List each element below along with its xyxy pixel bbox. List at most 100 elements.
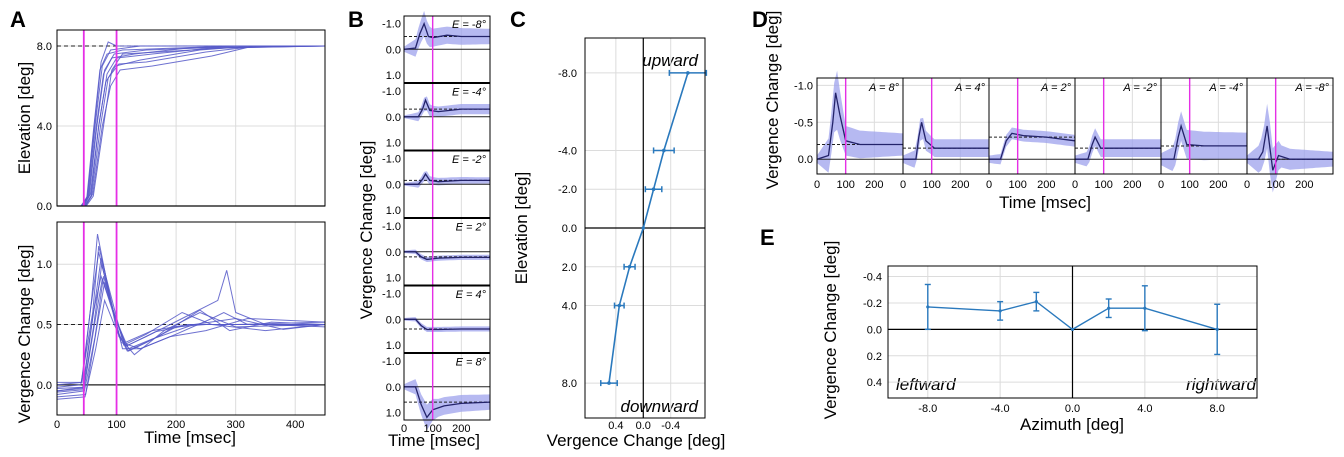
b-sub1-mean-trace xyxy=(404,98,490,118)
d-sub4-label: A = -4° xyxy=(1208,82,1243,94)
b-sub5-sd-band xyxy=(404,379,490,431)
a-xtick-1: 100 xyxy=(107,419,125,431)
c-ylabel: Elevation [deg] xyxy=(512,172,531,284)
c-xlabel: Vergence Change [deg] xyxy=(547,431,726,450)
b-sub4-ytick-2: 1.0 xyxy=(386,340,401,352)
b-sub3-label: E = 2° xyxy=(456,222,487,234)
abottom-ytick-1: 0.5 xyxy=(37,320,52,332)
d-sub2-xtick-0: 0 xyxy=(986,179,992,191)
e-point-2 xyxy=(1034,300,1038,304)
d-sub3-sd-band xyxy=(1075,128,1161,167)
a-top-ylabel: Elevation [deg] xyxy=(15,62,34,174)
b-sub0-sd-band xyxy=(404,10,490,57)
atop-trace-5 xyxy=(57,45,325,207)
b-sub0-mean-trace xyxy=(403,21,490,50)
atop-trace-9 xyxy=(57,45,326,207)
e-ytick-4: 0.4 xyxy=(867,377,882,389)
b-ylabel: Vergence Change [deg] xyxy=(357,141,376,320)
abottom-trace-9 xyxy=(56,278,325,393)
e-point-0 xyxy=(926,305,930,309)
b-sub2-ytick-0: -1.0 xyxy=(382,154,401,166)
d-ytick-0: -1.0 xyxy=(794,80,813,92)
b-sub0-ytick-1: 0.0 xyxy=(386,44,401,56)
d-sub5-label: A = -8° xyxy=(1294,82,1329,94)
abottom-trace-5 xyxy=(57,252,326,383)
d-sub2-xtick-1: 100 xyxy=(1008,179,1026,191)
b-sub2-ytick-2: 1.0 xyxy=(386,205,401,217)
b-xtick-2: 200 xyxy=(452,423,470,435)
abottom-ytick-2: 1.0 xyxy=(37,259,52,271)
b-sub1-ytick-1: 0.0 xyxy=(386,112,401,124)
e-xtick-0: -8.0 xyxy=(918,403,937,415)
c-ytick-2: -2.0 xyxy=(558,184,577,196)
e-annotation-rightward: rightward xyxy=(1186,375,1256,394)
e-xtick-1: -4.0 xyxy=(991,403,1010,415)
b-sub3-frame xyxy=(403,218,491,286)
e-frame xyxy=(887,265,1258,399)
b-sub5-mean-trace xyxy=(404,386,491,419)
b-xlabel: Time [msec] xyxy=(388,431,480,450)
b-sub1-frame xyxy=(403,83,491,151)
c-ytick-5: 4.0 xyxy=(562,301,577,313)
c-xtick-1: 0.0 xyxy=(636,420,651,432)
panel-label-a: A xyxy=(10,7,26,32)
b-sub2-ytick-1: 0.0 xyxy=(386,179,401,191)
d-sub5-sd-band xyxy=(1247,103,1333,193)
b-sub5-ytick-0: -1.0 xyxy=(382,356,401,368)
d-sub0-xtick-2: 200 xyxy=(865,179,883,191)
e-point-5 xyxy=(1143,306,1147,310)
d-sub5-xtick-1: 100 xyxy=(1266,179,1284,191)
d-sub4-sd-band xyxy=(1161,111,1247,171)
e-point-4 xyxy=(1107,306,1111,310)
atop-ytick-0: 0.0 xyxy=(37,201,52,213)
b-sub0-frame xyxy=(403,15,491,83)
e-point-6 xyxy=(1215,327,1219,331)
c-point-4 xyxy=(627,264,632,269)
e-xlabel: Azimuth [deg] xyxy=(1020,415,1124,434)
e-annotation-leftward: leftward xyxy=(896,375,956,394)
c-ytick-6: 8.0 xyxy=(562,378,577,390)
a-xlabel: Time [msec] xyxy=(144,428,236,447)
b-sub4-ytick-0: -1.0 xyxy=(382,289,401,301)
d-sub1-xtick-1: 100 xyxy=(922,179,940,191)
d-sub4-xtick-0: 0 xyxy=(1158,179,1164,191)
d-xlabel: Time [msec] xyxy=(999,193,1091,212)
b-sub1-ytick-0: -1.0 xyxy=(382,86,401,98)
abottom-ytick-0: 0.0 xyxy=(37,380,52,392)
d-sub3-xtick-0: 0 xyxy=(1072,179,1078,191)
atop-trace-6 xyxy=(57,45,326,207)
d-sub3-mean-trace xyxy=(1075,135,1161,160)
c-ytick-4: 2.0 xyxy=(562,262,577,274)
a-xtick-4: 400 xyxy=(286,419,304,431)
b-xtick-0: 0 xyxy=(401,423,407,435)
d-sub4-xtick-2: 200 xyxy=(1209,179,1227,191)
e-xtick-4: 8.0 xyxy=(1210,403,1225,415)
b-sub5-ytick-2: 1.0 xyxy=(386,407,401,419)
c-point-1 xyxy=(662,148,666,153)
b-sub2-label: E = -2° xyxy=(452,154,487,166)
b-sub5-ytick-1: 0.0 xyxy=(386,382,401,394)
panel-label-d: D xyxy=(752,7,768,32)
d-sub4-xtick-1: 100 xyxy=(1180,179,1198,191)
b-sub0-label: E = -8° xyxy=(452,19,487,31)
b-sub4-label: E = 4° xyxy=(456,289,487,301)
d-sub2-xtick-2: 200 xyxy=(1037,179,1055,191)
d-sub3-label: A = -2° xyxy=(1122,82,1157,94)
e-xtick-2: 0.0 xyxy=(1065,403,1080,415)
a-xtick-2: 200 xyxy=(167,419,185,431)
e-ytick-2: 0.0 xyxy=(867,324,882,336)
b-sub2-sd-band xyxy=(404,171,490,188)
d-sub1-xtick-2: 200 xyxy=(951,179,969,191)
panel-label-b: B xyxy=(348,7,364,32)
d-sub2-label: A = 2° xyxy=(1040,82,1072,94)
d-ylabel: Vergence Change [deg] xyxy=(763,11,782,190)
plot-layer: 0.04.08.00.00.51.00 100 200 300 400-1.00.01.… xyxy=(37,10,1334,435)
d-sub4-mean-trace xyxy=(1161,123,1247,160)
b-sub1-ytick-2: 1.0 xyxy=(386,137,401,149)
d-ytick-1: -0.5 xyxy=(794,117,813,129)
d-sub1-sd-band xyxy=(903,117,989,168)
b-sub0-ytick-2: 1.0 xyxy=(386,70,401,82)
d-sub0-mean-trace xyxy=(816,92,903,160)
b-sub4-mean-trace xyxy=(404,318,490,331)
